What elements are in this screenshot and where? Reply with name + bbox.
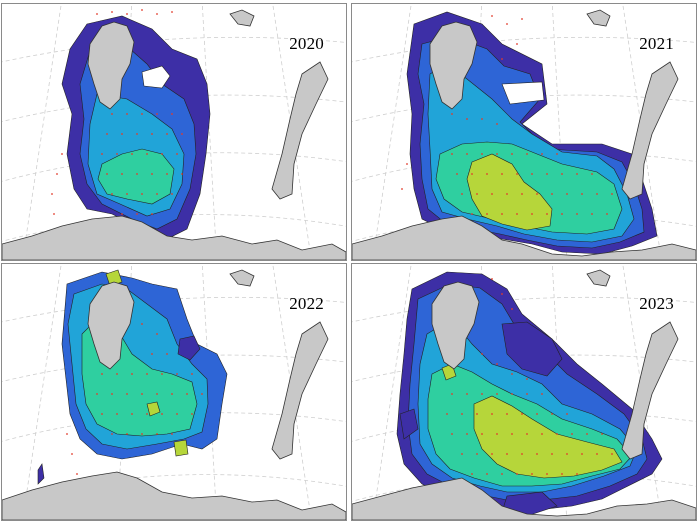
contour-level-5 — [173, 439, 189, 457]
panel-year-label: 2022 — [289, 294, 324, 313]
map-panel-2020: 2020 — [1, 3, 347, 261]
franz-josef-land — [229, 9, 255, 27]
svalbard — [87, 281, 135, 370]
sampling-stations — [401, 15, 613, 215]
contour-hole — [141, 65, 171, 89]
contour-level-4 — [97, 148, 175, 205]
panel-year-label: 2021 — [639, 34, 674, 53]
contour-level-5 — [466, 153, 553, 231]
contour-hole — [501, 81, 545, 105]
contour-level-5 — [146, 401, 161, 417]
contour-level-5 — [473, 395, 623, 479]
scandinavia-kola — [352, 215, 696, 260]
franz-josef-land — [586, 9, 611, 27]
novaya-zemlya — [271, 61, 329, 200]
map-2021 — [352, 4, 696, 260]
panel-year-label: 2020 — [289, 34, 324, 53]
svalbard — [429, 21, 478, 110]
landmass — [2, 269, 346, 520]
contour-level-1-dark — [399, 408, 419, 440]
novaya-zemlya — [621, 321, 679, 460]
landmass — [2, 9, 346, 260]
scandinavia-kola — [2, 215, 346, 260]
contour-level-1-dark — [501, 321, 563, 377]
map-2020 — [2, 4, 346, 260]
sampling-stations — [446, 278, 613, 475]
map-panel-2022: 2022 — [1, 263, 347, 521]
contour-level-5 — [105, 269, 123, 287]
svalbard — [431, 281, 480, 370]
map-2023 — [352, 264, 696, 520]
landmass — [352, 269, 696, 520]
contour-level-1 — [177, 335, 201, 361]
novaya-zemlya — [271, 321, 329, 460]
novaya-zemlya — [621, 61, 679, 200]
svalbard — [87, 21, 135, 110]
contour-field — [406, 11, 658, 255]
sampling-stations — [51, 9, 183, 215]
contour-level-1 — [37, 463, 45, 485]
panel-year-label: 2023 — [639, 294, 674, 313]
scandinavia-kola — [2, 471, 346, 520]
map-panel-2021: 2021 — [351, 3, 697, 261]
scandinavia-kola — [352, 477, 696, 520]
sampling-stations — [66, 323, 203, 495]
contour-field — [61, 15, 211, 240]
franz-josef-land — [229, 269, 255, 287]
franz-josef-land — [586, 269, 611, 287]
landmass — [352, 9, 696, 260]
map-2022 — [2, 264, 346, 520]
map-panel-2023: 2023 — [351, 263, 697, 521]
